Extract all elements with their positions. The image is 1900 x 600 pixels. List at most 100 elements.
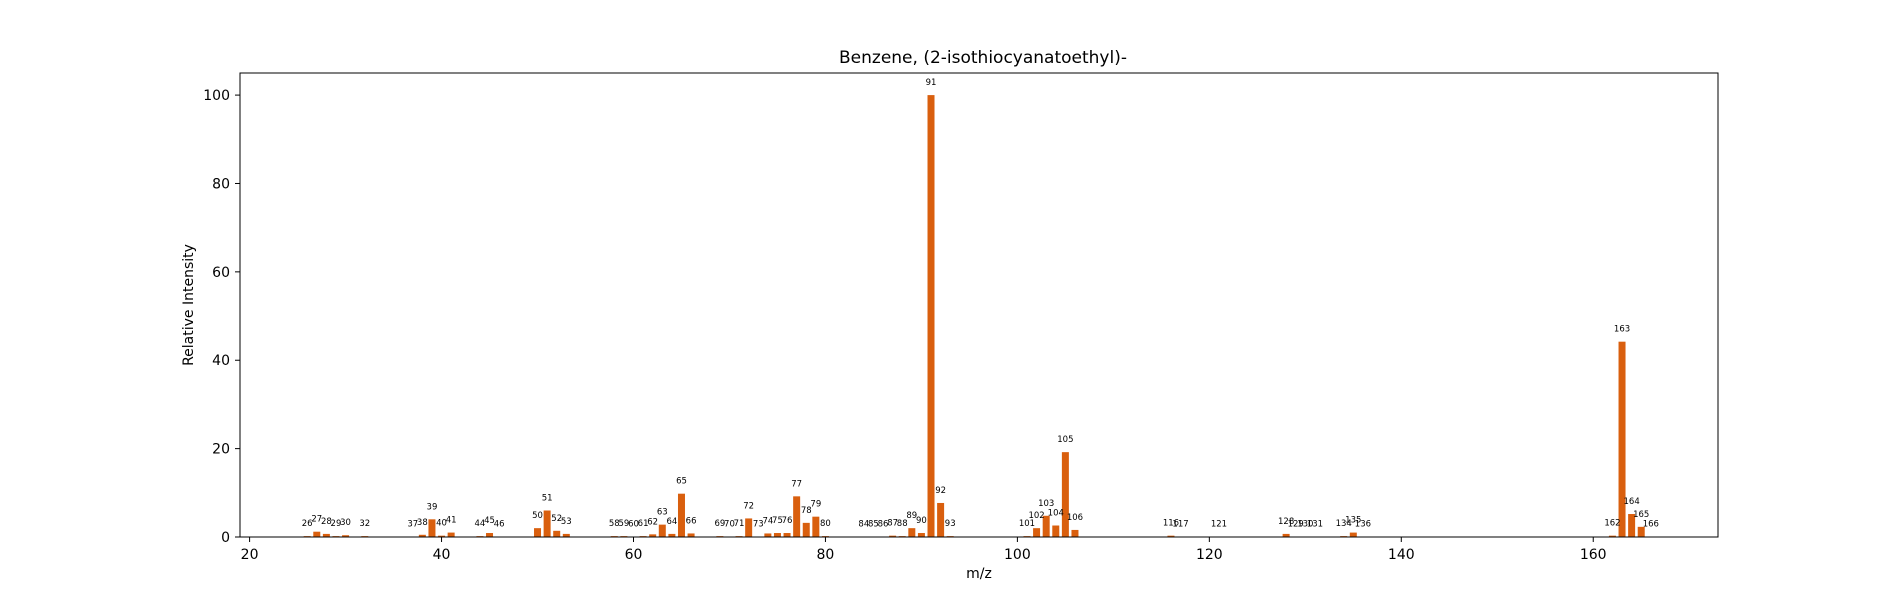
data-label-mz-62: 62 [647, 517, 658, 527]
y-tick-label-100: 100 [203, 88, 230, 104]
y-axis-label: Relative Intensity [181, 244, 197, 366]
data-label-mz-103: 103 [1038, 499, 1054, 509]
data-label-mz-65: 65 [676, 477, 687, 487]
data-label-mz-60: 60 [628, 520, 639, 530]
bar-mz-45 [486, 533, 494, 537]
data-label-mz-50: 50 [532, 511, 543, 521]
bar-mz-38 [418, 534, 426, 537]
bar-mz-163 [1618, 341, 1626, 537]
x-tick-label-60: 60 [625, 547, 643, 563]
data-label-mz-63: 63 [657, 508, 668, 518]
bar-mz-62 [649, 534, 657, 537]
bar-mz-90 [917, 533, 925, 537]
bar-mz-30 [342, 535, 350, 537]
data-label-mz-76: 76 [782, 516, 793, 526]
x-tick-label-160: 160 [1580, 547, 1607, 563]
data-label-mz-80: 80 [820, 519, 831, 529]
bar-mz-51 [543, 510, 551, 537]
data-label-mz-79: 79 [810, 500, 821, 510]
data-label-mz-104: 104 [1048, 509, 1064, 519]
bar-mz-76 [783, 533, 791, 537]
bar-mz-105 [1061, 452, 1069, 537]
data-label-mz-136: 136 [1355, 520, 1371, 530]
y-tick-label-40: 40 [212, 353, 230, 369]
data-label-mz-41: 41 [446, 516, 457, 526]
data-label-mz-164: 164 [1624, 497, 1640, 507]
data-label-mz-86: 86 [878, 520, 889, 530]
data-label-mz-45: 45 [484, 516, 495, 526]
data-label-mz-116: 116 [1163, 519, 1179, 529]
bar-mz-103 [1042, 515, 1050, 537]
data-label-mz-130: 130 [1297, 520, 1313, 530]
data-label-mz-74: 74 [762, 516, 773, 526]
data-label-mz-135: 135 [1345, 516, 1361, 526]
bar-mz-64 [668, 533, 676, 537]
data-label-mz-30: 30 [340, 518, 351, 528]
data-label-mz-77: 77 [791, 479, 802, 489]
x-axis-label: m/z [966, 566, 992, 582]
data-label-mz-44: 44 [475, 519, 486, 529]
data-label-mz-166: 166 [1643, 520, 1659, 530]
data-label-mz-131: 131 [1307, 520, 1323, 530]
bar-mz-92 [937, 502, 945, 537]
bar-mz-104 [1052, 525, 1060, 537]
bar-mz-106 [1071, 529, 1079, 537]
data-label-mz-129: 129 [1288, 520, 1304, 530]
data-label-mz-134: 134 [1336, 519, 1352, 529]
data-label-mz-165: 165 [1633, 510, 1649, 520]
data-label-mz-105: 105 [1057, 435, 1073, 445]
data-label-mz-88: 88 [897, 519, 908, 529]
data-label-mz-39: 39 [427, 502, 438, 512]
x-tick-label-20: 20 [241, 547, 259, 563]
data-label-mz-73: 73 [753, 520, 764, 530]
data-label-mz-163: 163 [1614, 325, 1630, 335]
data-label-mz-52: 52 [551, 514, 562, 524]
bar-mz-53 [562, 533, 570, 537]
y-tick-label-80: 80 [212, 176, 230, 192]
bar-mz-164 [1628, 514, 1636, 537]
y-tick-label-20: 20 [212, 442, 230, 458]
data-label-mz-61: 61 [638, 519, 649, 529]
bar-mz-74 [764, 533, 772, 537]
data-label-mz-162: 162 [1604, 519, 1620, 529]
data-label-mz-93: 93 [945, 519, 956, 529]
x-tick-label-40: 40 [433, 547, 451, 563]
data-label-mz-51: 51 [542, 493, 553, 503]
bar-mz-40 [438, 535, 446, 537]
data-label-mz-46: 46 [494, 520, 505, 530]
data-label-mz-128: 128 [1278, 517, 1294, 527]
data-label-mz-59: 59 [618, 519, 629, 529]
data-label-mz-69: 69 [714, 519, 725, 529]
data-label-mz-92: 92 [935, 486, 946, 496]
data-label-mz-28: 28 [321, 517, 332, 527]
data-label-mz-27: 27 [311, 515, 322, 525]
data-label-mz-58: 58 [609, 519, 620, 529]
data-label-mz-78: 78 [801, 506, 812, 516]
data-label-mz-71: 71 [734, 519, 745, 529]
data-label-mz-75: 75 [772, 516, 783, 526]
bar-mz-28 [322, 533, 330, 537]
data-label-mz-38: 38 [417, 518, 428, 528]
data-label-mz-84: 84 [858, 520, 869, 530]
data-label-mz-53: 53 [561, 517, 572, 527]
bar-mz-52 [553, 530, 561, 537]
data-label-mz-64: 64 [666, 517, 677, 527]
bar-mz-27 [313, 531, 321, 537]
bar-mz-91 [927, 95, 935, 537]
bar-mz-78 [802, 522, 810, 537]
data-label-mz-91: 91 [926, 78, 937, 88]
data-label-mz-72: 72 [743, 501, 754, 511]
bar-mz-39 [428, 519, 436, 537]
data-label-mz-90: 90 [916, 516, 927, 526]
plot-frame [239, 72, 1719, 538]
x-tick-label-100: 100 [1004, 547, 1031, 563]
bar-mz-72 [745, 518, 753, 537]
bar-mz-75 [773, 533, 781, 537]
y-axis-ticks: 0 20 40 60 80 100 [203, 88, 240, 546]
data-label-mz-85: 85 [868, 520, 879, 530]
bar-mz-65 [677, 493, 685, 537]
bar-mz-79 [812, 516, 820, 537]
bars-group [303, 95, 1655, 537]
